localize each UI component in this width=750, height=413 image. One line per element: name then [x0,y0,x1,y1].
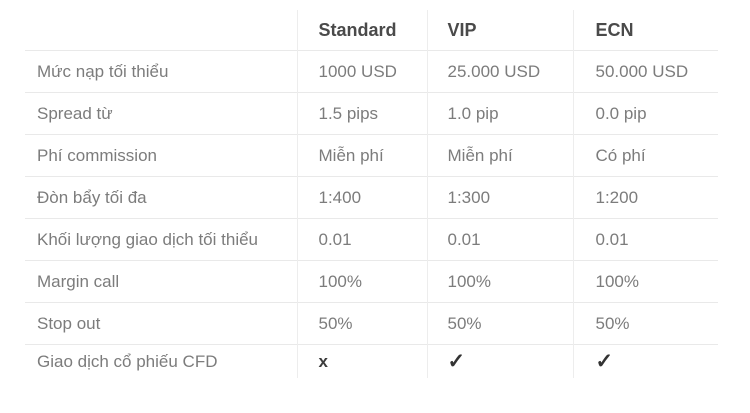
cell-value: 1.0 pip [426,92,573,135]
table-row-stop-out: Stop out 50% 50% 50% [25,302,718,345]
cell-value: 50.000 USD [572,50,718,93]
cell-value: 50% [296,302,427,345]
cell-value: Miễn phí [296,134,427,177]
cell-value: 1:300 [426,176,573,219]
cell-value: 1:400 [296,176,427,219]
cell-value: 25.000 USD [426,50,573,93]
column-header-ecn: ECN [572,10,718,51]
table-row-cfd-stocks: Giao dịch cổ phiếu CFD x ✓ ✓ [25,344,718,378]
cell-value: 100% [296,260,427,303]
header-row: Standard VIP ECN [25,10,718,51]
cell-value: Miễn phí [426,134,573,177]
row-label: Stop out [25,302,297,345]
table-row-spread: Spread từ 1.5 pips 1.0 pip 0.0 pip [25,92,718,135]
row-label: Phí commission [25,134,297,177]
row-label: Mức nạp tối thiểu [25,50,297,93]
account-comparison-table: Standard VIP ECN Mức nạp tối thiểu 1000 … [25,10,718,378]
table-row-commission: Phí commission Miễn phí Miễn phí Có phí [25,134,718,177]
cross-icon: x [318,351,328,371]
row-label: Spread từ [25,92,297,135]
cell-value: ✓ [426,344,573,378]
cell-value: 0.01 [572,218,718,261]
row-label: Khối lượng giao dịch tối thiểu [25,218,297,261]
table-row-margin-call: Margin call 100% 100% 100% [25,260,718,303]
cell-value: 100% [426,260,573,303]
column-header-standard: Standard [296,10,427,51]
cell-value: 0.01 [296,218,427,261]
cell-value: 1:200 [572,176,718,219]
cell-value: 1.5 pips [296,92,427,135]
cell-value: 50% [426,302,573,345]
column-header-empty [25,10,297,51]
table-row-min-deposit: Mức nạp tối thiểu 1000 USD 25.000 USD 50… [25,50,718,93]
row-label: Giao dịch cổ phiếu CFD [25,344,297,378]
cell-value: 100% [572,260,718,303]
cell-value: ✓ [572,344,718,378]
cell-value: 0.01 [426,218,573,261]
table-row-leverage: Đòn bẩy tối đa 1:400 1:300 1:200 [25,176,718,219]
check-icon: ✓ [447,349,466,373]
cell-value: 50% [572,302,718,345]
table-row-min-volume: Khối lượng giao dịch tối thiểu 0.01 0.01… [25,218,718,261]
row-label: Margin call [25,260,297,303]
cell-value: 0.0 pip [572,92,718,135]
cell-value: 1000 USD [296,50,427,93]
column-header-vip: VIP [426,10,573,51]
check-icon: ✓ [595,349,614,373]
row-label: Đòn bẩy tối đa [25,176,297,219]
cell-value: x [296,344,427,378]
cell-value: Có phí [572,134,718,177]
